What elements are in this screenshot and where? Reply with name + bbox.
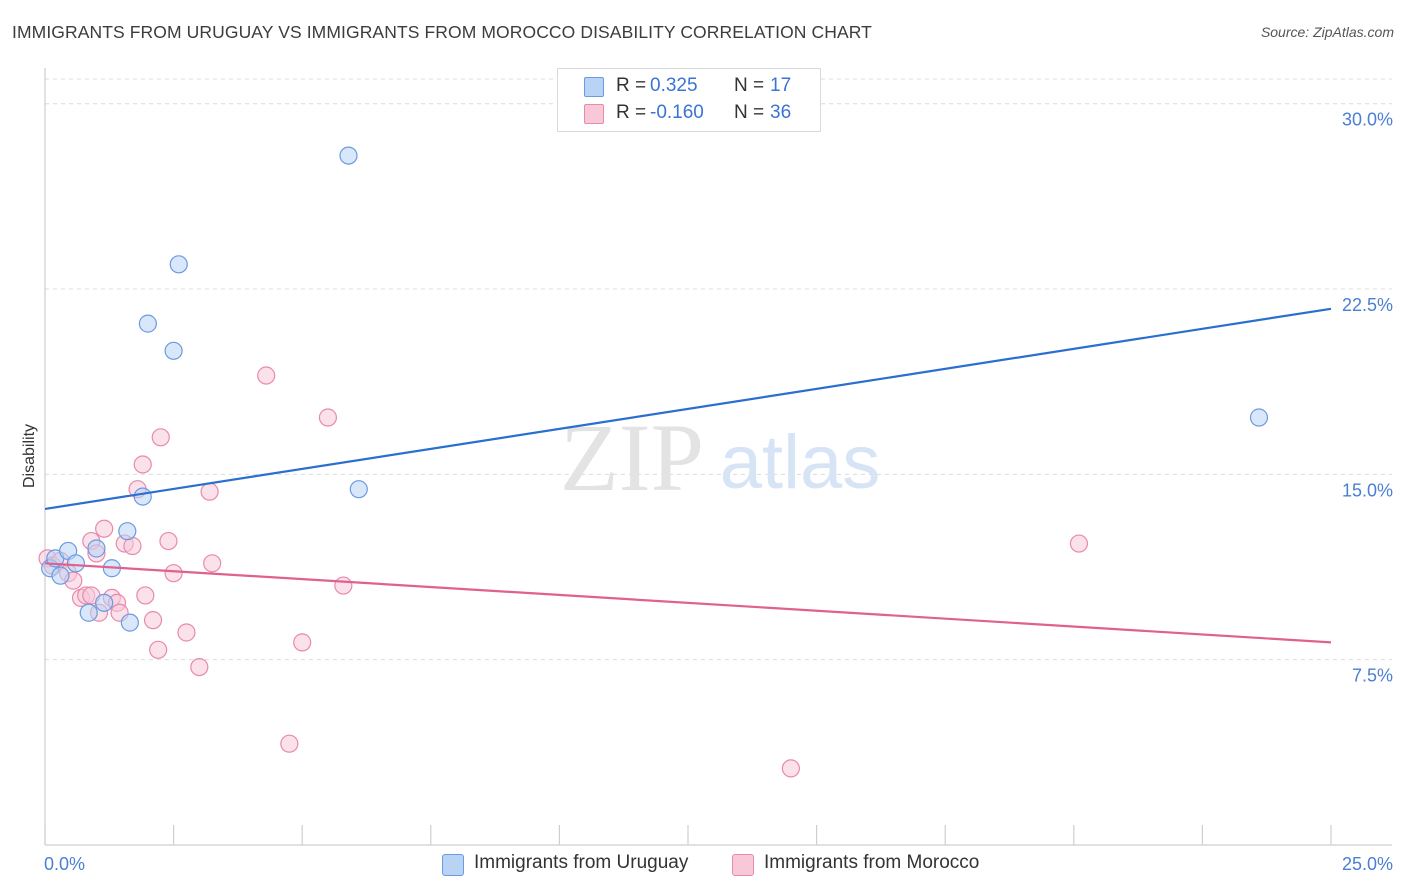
- morocco-point: [200, 482, 219, 501]
- morocco-point: [151, 428, 170, 447]
- r-value: 0.325: [650, 75, 698, 96]
- y-tick-label: 7.5%: [1352, 666, 1393, 686]
- n-value: 36: [770, 102, 792, 123]
- morocco-point: [334, 576, 353, 595]
- uruguay-point: [349, 480, 368, 499]
- uruguay-point: [118, 522, 137, 541]
- legend-row-morocco: R = -0.160 N = 36: [558, 100, 820, 127]
- uruguay-point: [169, 255, 188, 274]
- watermark: ZIP atlas: [560, 404, 880, 511]
- legend-label: Immigrants from Uruguay: [474, 852, 689, 873]
- uruguay-point: [95, 593, 114, 612]
- morocco-trend-line: [44, 562, 1332, 644]
- correlation-legend: R = 0.325 N = 17 R = -0.160 N = 36: [557, 68, 821, 132]
- morocco-point: [781, 759, 800, 778]
- morocco-point: [280, 734, 299, 753]
- x-tick-label: 25.0%: [1342, 854, 1393, 874]
- morocco-point: [133, 455, 152, 474]
- uruguay-point: [138, 314, 157, 333]
- morocco-legend-swatch: [732, 854, 754, 876]
- morocco-point: [164, 564, 183, 583]
- watermark-zip: ZIP: [560, 404, 704, 511]
- data-points: [38, 146, 1269, 778]
- morocco-point: [257, 366, 276, 385]
- r-value: -0.160: [650, 102, 704, 123]
- morocco-point: [159, 531, 178, 551]
- r-label: R =: [616, 102, 647, 123]
- uruguay-point: [120, 613, 139, 632]
- morocco-point: [95, 519, 114, 538]
- morocco-point: [293, 633, 312, 652]
- chart-title: IMMIGRANTS FROM URUGUAY VS IMMIGRANTS FR…: [12, 22, 872, 42]
- r-label: R =: [616, 75, 647, 96]
- watermark-atlas: atlas: [720, 420, 881, 505]
- uruguay-point: [87, 539, 106, 558]
- tick-labels: 7.5% 15.0% 22.5% 30.0% 0.0% 25.0%: [44, 110, 1393, 874]
- uruguay-swatch: [584, 77, 604, 97]
- morocco-point: [203, 554, 222, 573]
- uruguay-point: [66, 554, 85, 573]
- morocco-point: [1069, 534, 1089, 553]
- morocco-point: [190, 657, 209, 677]
- trend-lines: [44, 307, 1332, 644]
- uruguay-point: [79, 603, 98, 622]
- y-tick-label: 22.5%: [1342, 295, 1393, 315]
- morocco-swatch: [584, 104, 604, 124]
- axes: [44, 68, 1392, 846]
- uruguay-point: [1249, 408, 1269, 427]
- legend-row-uruguay: R = 0.325 N = 17: [558, 73, 820, 100]
- y-tick-label: 30.0%: [1342, 110, 1393, 130]
- morocco-point: [318, 408, 338, 427]
- x-tick-label: 0.0%: [44, 854, 85, 874]
- n-value: 17: [770, 75, 792, 96]
- y-axis-label: Disability: [21, 424, 38, 488]
- uruguay-point: [339, 146, 358, 165]
- morocco-point: [149, 640, 168, 659]
- y-tick-label: 15.0%: [1342, 480, 1393, 500]
- morocco-point: [177, 623, 196, 642]
- uruguay-point: [133, 487, 152, 506]
- uruguay-point: [51, 566, 70, 585]
- n-label: N =: [734, 75, 765, 96]
- n-label: N =: [734, 102, 765, 123]
- source-credit: Source: ZipAtlas.com: [1260, 24, 1394, 40]
- series-legend: Immigrants from Uruguay Immigrants from …: [0, 852, 1406, 878]
- legend-label: Immigrants from Morocco: [764, 852, 980, 873]
- uruguay-legend-swatch: [442, 854, 464, 876]
- morocco-point: [136, 586, 155, 605]
- morocco-point: [143, 611, 163, 630]
- grid-lines: [45, 78, 1392, 661]
- uruguay-trend-line: [44, 307, 1332, 511]
- uruguay-point: [164, 341, 183, 360]
